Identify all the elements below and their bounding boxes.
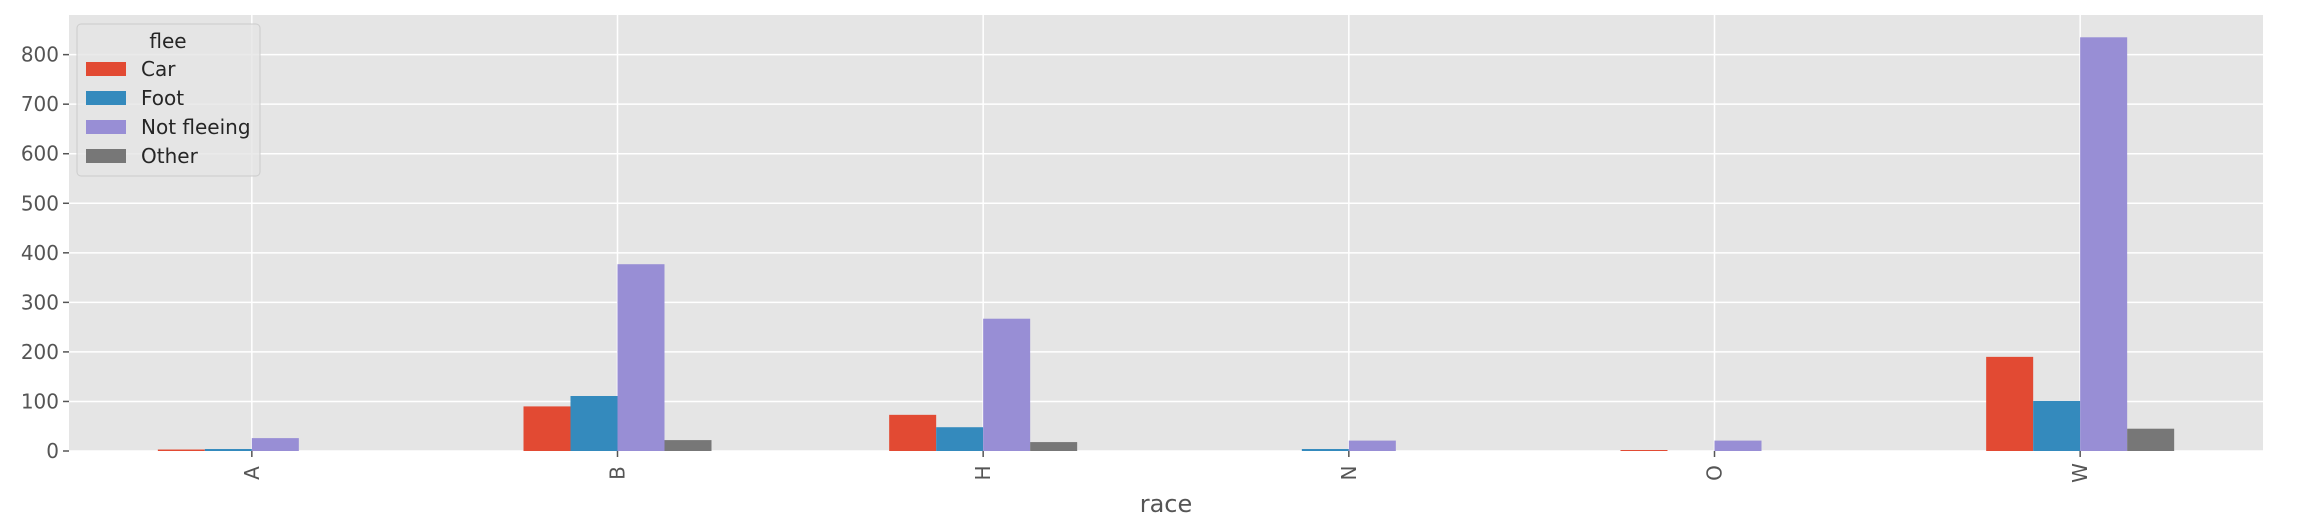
x-tick-label: N <box>1337 466 1361 481</box>
bar <box>523 406 571 451</box>
bar <box>983 318 1031 451</box>
bar <box>2127 428 2175 451</box>
bars <box>157 37 2175 451</box>
bar <box>617 264 665 451</box>
bar <box>2080 37 2128 451</box>
bar <box>1301 449 1349 451</box>
bar <box>2033 400 2081 451</box>
x-tick-label: B <box>606 466 630 480</box>
legend-items: Car Foot Not fleeing Other <box>86 57 251 168</box>
grid-lines <box>69 15 2263 452</box>
bar <box>1986 356 2034 451</box>
legend-entry: Foot <box>141 86 184 110</box>
plot-area <box>69 15 2263 451</box>
legend-title: flee <box>149 29 186 53</box>
bar <box>1348 440 1396 451</box>
bar <box>251 438 299 451</box>
legend-entry: Car <box>141 57 176 81</box>
x-tick-label: H <box>971 465 995 480</box>
y-tick-label: 100 <box>21 389 59 413</box>
legend-swatch <box>86 62 126 76</box>
y-tick-label: 400 <box>21 241 59 265</box>
legend-entry: Other <box>141 144 199 168</box>
y-axis-ticks: 0 100 200 300 400 500 600 700 800 <box>21 43 69 463</box>
x-tick-label: A <box>240 466 264 480</box>
legend-swatch <box>86 120 126 134</box>
y-tick-label: 500 <box>21 191 59 215</box>
bar <box>664 440 712 451</box>
y-tick-label: 600 <box>21 142 59 166</box>
x-axis-label: race <box>1140 490 1193 518</box>
y-tick-label: 300 <box>21 290 59 314</box>
y-tick-label: 0 <box>46 439 59 463</box>
legend-swatch <box>86 91 126 105</box>
bar <box>570 396 618 451</box>
y-tick-label: 800 <box>21 43 59 67</box>
bar <box>1714 440 1762 451</box>
y-tick-label: 200 <box>21 340 59 364</box>
legend-entry: Not fleeing <box>141 115 251 139</box>
bar <box>889 414 937 451</box>
x-tick-label: O <box>1703 465 1727 481</box>
x-tick-label: W <box>2068 463 2092 483</box>
bar <box>157 449 205 451</box>
bar <box>1620 450 1668 451</box>
legend-swatch <box>86 149 126 163</box>
bar <box>204 449 252 451</box>
bar <box>1030 442 1078 451</box>
legend: flee Car Foot Not fleeing Other <box>76 23 261 177</box>
y-tick-label: 700 <box>21 92 59 116</box>
bar <box>936 427 984 451</box>
